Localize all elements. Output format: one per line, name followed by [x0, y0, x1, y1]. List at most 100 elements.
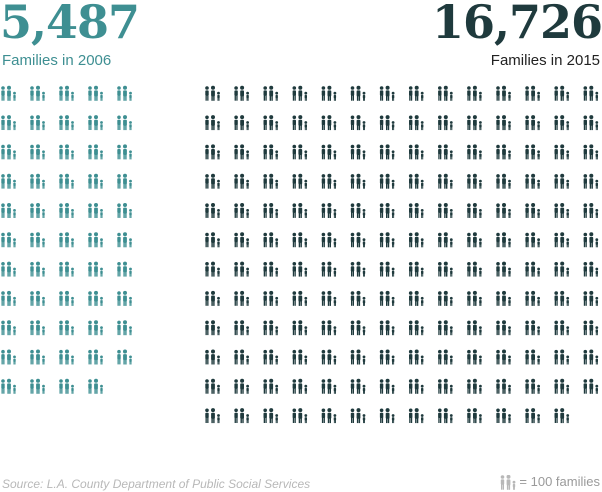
family-icon	[379, 378, 395, 394]
family-icon	[321, 349, 337, 365]
family-icon	[379, 261, 395, 277]
family-icon	[117, 261, 132, 277]
family-icon	[496, 320, 511, 336]
family-icon	[438, 408, 453, 424]
family-icon	[350, 378, 366, 394]
family-icon	[496, 232, 511, 248]
family-icon	[234, 349, 249, 365]
family-icon	[350, 173, 366, 189]
family-icon	[350, 261, 366, 277]
family-icon	[496, 115, 511, 131]
family-icon	[525, 290, 540, 306]
family-icon	[117, 203, 132, 218]
family-icon	[205, 320, 220, 336]
family-icon	[263, 115, 279, 131]
family-icon	[117, 320, 132, 336]
family-icon	[321, 203, 337, 218]
family-icon	[379, 408, 395, 424]
family-icon	[1, 320, 16, 336]
family-icon	[525, 85, 540, 101]
family-icon	[467, 408, 482, 424]
family-icon	[467, 85, 482, 101]
family-icon	[234, 320, 249, 336]
family-icon	[467, 261, 482, 277]
family-icon	[88, 115, 103, 131]
family-icon	[583, 261, 599, 277]
family-icon	[438, 144, 453, 160]
count-2006: 5,487	[0, 0, 140, 49]
family-icon	[205, 203, 220, 218]
source-note: Source: L.A. County Department of Public…	[2, 477, 311, 491]
family-icon	[554, 232, 570, 248]
family-icon	[379, 173, 395, 189]
family-icon	[467, 320, 482, 336]
family-icon	[88, 290, 103, 306]
family-icon	[525, 378, 540, 394]
family-icon	[117, 144, 132, 160]
family-icon	[408, 261, 424, 277]
family-icon	[408, 349, 424, 365]
family-icon	[408, 115, 424, 131]
family-icon	[263, 85, 279, 101]
family-icon	[30, 290, 45, 306]
family-icon	[379, 85, 395, 101]
family-icon	[554, 349, 570, 365]
family-icon	[583, 144, 599, 160]
family-icon	[234, 378, 249, 394]
family-icon	[234, 173, 249, 189]
family-icon	[438, 261, 453, 277]
family-icon	[408, 378, 424, 394]
family-icon	[438, 203, 453, 218]
family-icon	[496, 203, 511, 218]
family-icon	[263, 408, 279, 424]
family-icon	[554, 144, 570, 160]
family-icon	[525, 115, 540, 131]
family-icon	[30, 144, 45, 160]
family-icon	[496, 290, 511, 306]
family-icon	[583, 378, 599, 394]
family-icon	[467, 290, 482, 306]
label-2006: Families in 2006	[2, 52, 112, 69]
family-icon	[554, 261, 570, 277]
family-icon	[496, 261, 511, 277]
family-icon	[30, 173, 45, 189]
legend-label: = 100 families	[519, 474, 600, 489]
family-icon	[292, 85, 308, 101]
family-icon	[263, 232, 279, 248]
family-icon	[234, 144, 249, 160]
family-icon	[117, 378, 130, 394]
family-icon	[583, 115, 599, 131]
family-icon	[205, 232, 220, 248]
family-icon	[59, 232, 74, 248]
family-icon	[467, 173, 482, 189]
family-icon	[292, 320, 308, 336]
family-icon	[583, 173, 599, 189]
family-icon	[525, 408, 540, 424]
family-icon	[438, 378, 453, 394]
family-icon	[59, 290, 74, 306]
family-icon	[1, 85, 16, 101]
family-icon	[583, 232, 599, 248]
family-icon	[408, 173, 424, 189]
family-icon	[234, 232, 249, 248]
family-icon	[496, 378, 511, 394]
family-icon	[1, 115, 16, 131]
family-icon	[554, 115, 570, 131]
family-icon	[408, 144, 424, 160]
family-icon	[59, 349, 74, 365]
family-icon	[554, 173, 570, 189]
family-icon	[59, 115, 74, 131]
family-icon	[205, 115, 220, 131]
family-icon	[263, 349, 279, 365]
family-icon	[30, 378, 45, 394]
family-icon	[263, 173, 279, 189]
family-icon	[467, 144, 482, 160]
family-icon	[292, 115, 308, 131]
family-icon	[1, 144, 16, 160]
family-icon	[1, 349, 16, 365]
family-icon	[438, 349, 453, 365]
family-icon	[525, 349, 540, 365]
family-icon	[350, 85, 366, 101]
family-icon	[525, 144, 540, 160]
